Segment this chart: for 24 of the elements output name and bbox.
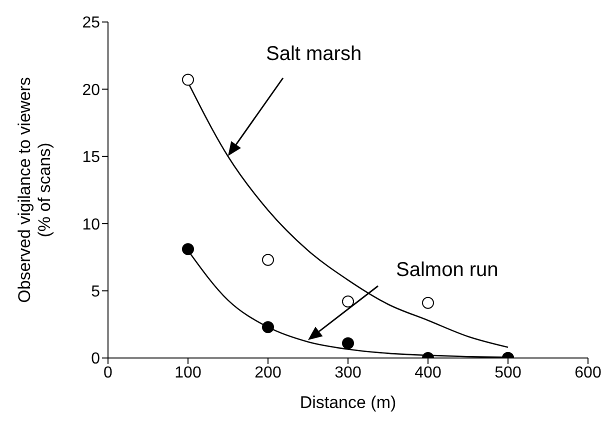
point	[422, 296, 434, 309]
x-tick-label: 300	[334, 364, 362, 382]
y-tick-label: 20	[82, 82, 100, 99]
point	[342, 337, 354, 350]
y-tick-label: 5	[91, 283, 100, 300]
annotation: Salmon run	[396, 259, 498, 281]
point	[342, 296, 354, 308]
annotation: Salt marsh	[266, 43, 362, 65]
point	[182, 243, 194, 256]
x-tick-label: 500	[494, 364, 522, 382]
x-tick-label: 600	[574, 364, 602, 382]
point	[182, 74, 194, 86]
y-tick-label: 15	[82, 149, 100, 166]
y-axis-title: Observed vigilance to viewers (% of scans)	[15, 77, 54, 303]
x-tick-label: 400	[414, 364, 442, 382]
y-tick-label: 0	[91, 350, 100, 368]
y-tick-label: 25	[82, 14, 100, 32]
x-axis-title: Distance (m)	[300, 393, 396, 412]
y-tick-label: 10	[82, 216, 100, 234]
point	[262, 321, 274, 334]
point	[262, 254, 274, 266]
x-tick-label: 200	[254, 364, 282, 382]
x-tick-label: 100	[174, 364, 202, 382]
x-tick-label: 0	[104, 364, 113, 382]
